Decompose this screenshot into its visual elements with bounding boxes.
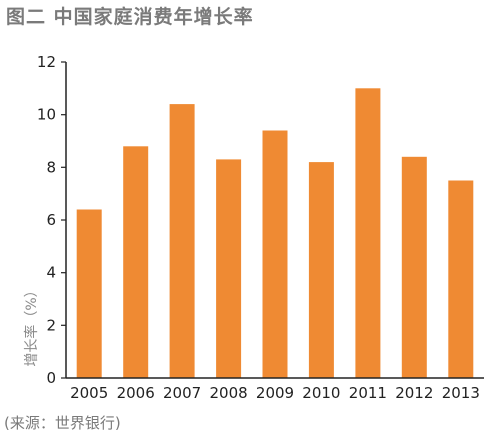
x-tick-label: 2005 (70, 384, 108, 402)
y-tick-label: 10 (37, 106, 56, 124)
y-tick-label: 12 (37, 53, 56, 71)
bar-2008 (216, 159, 242, 378)
x-tick-label: 2008 (210, 384, 248, 402)
x-tick-labels: 2005 2006 2007 2008 2009 2010 2011 2012 2013 (70, 384, 480, 402)
figure-title: 图二 中国家庭消费年增长率 (6, 6, 254, 28)
bars-group (76, 88, 474, 379)
bar-2009 (262, 130, 288, 378)
y-axis-label: 增长率（%） (23, 283, 40, 366)
bar-2005 (76, 209, 102, 378)
x-tick-label: 2009 (256, 384, 294, 402)
x-tick-label: 2006 (117, 384, 155, 402)
bar-2013 (448, 180, 474, 378)
bar-2010 (308, 162, 334, 378)
y-tick-label: 2 (46, 316, 56, 334)
x-tick-label: 2007 (163, 384, 201, 402)
x-tick-label: 2010 (302, 384, 340, 402)
y-tick-label: 0 (46, 369, 56, 387)
bar-2006 (123, 146, 149, 378)
x-tick-label: 2011 (349, 384, 387, 402)
x-tick-label: 2013 (442, 384, 480, 402)
y-tick-label: 6 (46, 211, 56, 229)
y-tick-label: 4 (46, 264, 56, 282)
bar-2011 (355, 88, 381, 379)
y-tick-labels: 0 2 4 6 8 10 12 (37, 53, 56, 387)
bar-2007 (169, 104, 195, 378)
y-tick-label: 8 (46, 158, 56, 176)
source-note: (来源：世界银行) (4, 414, 121, 432)
x-tick-label: 2012 (395, 384, 433, 402)
bar-2012 (401, 156, 427, 378)
axes (61, 61, 484, 379)
